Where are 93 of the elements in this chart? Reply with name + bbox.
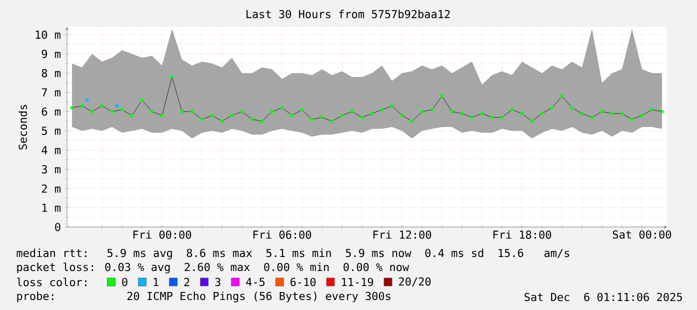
y-tick-label: 3 m [42,165,60,174]
point [550,106,554,110]
point [360,116,364,119]
point [116,104,119,108]
point [410,120,414,123]
legend-label: 20/20 [399,277,431,287]
y-tick-label: 0 [55,222,60,232]
point [180,110,184,114]
x-tick-label: Fri 18:00 [493,230,552,239]
point [470,116,474,119]
point [280,106,284,110]
point [390,104,394,108]
x-tick-label: Fri 06:00 [253,230,312,239]
point [590,116,594,119]
legend-label: 6-10 [290,278,316,286]
point [310,118,314,121]
point [320,116,324,119]
y-tick-label: 5 m [42,126,60,135]
chart-title: Last 30 Hours from 5757b92baa12 [246,10,450,18]
point [260,120,264,123]
y-tick-label: 2 m [42,184,60,193]
point [460,112,464,116]
y-tick-label: 1 m [42,204,60,212]
legend-label: 1 [154,278,158,286]
point [190,110,194,114]
y-tick-label: 10 m [36,30,60,39]
x-tick-label: Sat 00:00 [612,230,672,239]
legend-label: 4-5 [246,278,265,286]
point [620,112,624,116]
point [560,94,564,98]
point [450,110,454,114]
point [510,108,514,112]
point [90,110,94,114]
point [370,112,374,116]
y-tick-label: 8 m [42,68,60,78]
point [610,112,614,116]
point [350,110,354,114]
point [540,112,544,116]
point [210,114,214,117]
point [380,108,384,112]
point [500,116,504,119]
point [660,110,664,114]
y-tick-label: 7 m [42,88,60,96]
point [230,114,234,117]
point [490,116,494,119]
point [340,114,344,117]
point [440,94,444,98]
point [240,110,244,114]
point [530,120,534,123]
point [150,110,154,114]
point [650,108,654,112]
point [130,114,134,117]
y-axis-title: Seconds [18,104,27,150]
point [80,104,84,108]
point [160,114,164,117]
point [580,112,584,116]
point [430,108,434,112]
point [110,110,114,114]
point [100,104,104,108]
legend-label: 3 [215,278,220,286]
point [270,110,274,114]
point [70,106,74,110]
point [300,108,304,112]
point [220,120,224,123]
text: median rtt: 5.9 ms avg 8.6 ms max 5.1 ms min 5.9 ms now 0.4 ms sd 15.6 am/s [16,248,570,260]
point [570,106,574,110]
y-tick-label: 4 m [42,146,60,154]
legend-label: 0 [122,278,128,286]
point [250,118,254,121]
point [120,108,124,112]
legend-label: 2 [184,278,190,286]
y-tick-label: 9 m [42,50,60,58]
point [420,110,424,114]
y-tick-label: 6 m [42,107,60,116]
point [600,110,604,114]
point [520,112,524,116]
text: Sat Dec 6 01:11:06 2025 [524,292,682,302]
x-tick-label: Fri 00:00 [133,230,192,239]
point [200,118,204,121]
point [170,75,174,78]
point [290,114,294,117]
text: packet loss: 0.03 % avg 2.60 % max 0.00 % min 0.00 % now [17,262,410,274]
point [140,98,144,102]
point [330,120,334,123]
text: probe: 20 ICMP Echo Pings (56 Bytes) every 300s [17,292,390,302]
x-tick-label: Fri 12:00 [373,230,432,239]
point [480,112,484,116]
legend-title: loss color: [17,278,86,286]
legend-label: 11-19 [342,278,374,286]
point [640,114,644,117]
point [400,114,404,117]
point [630,118,634,121]
point [86,98,89,102]
